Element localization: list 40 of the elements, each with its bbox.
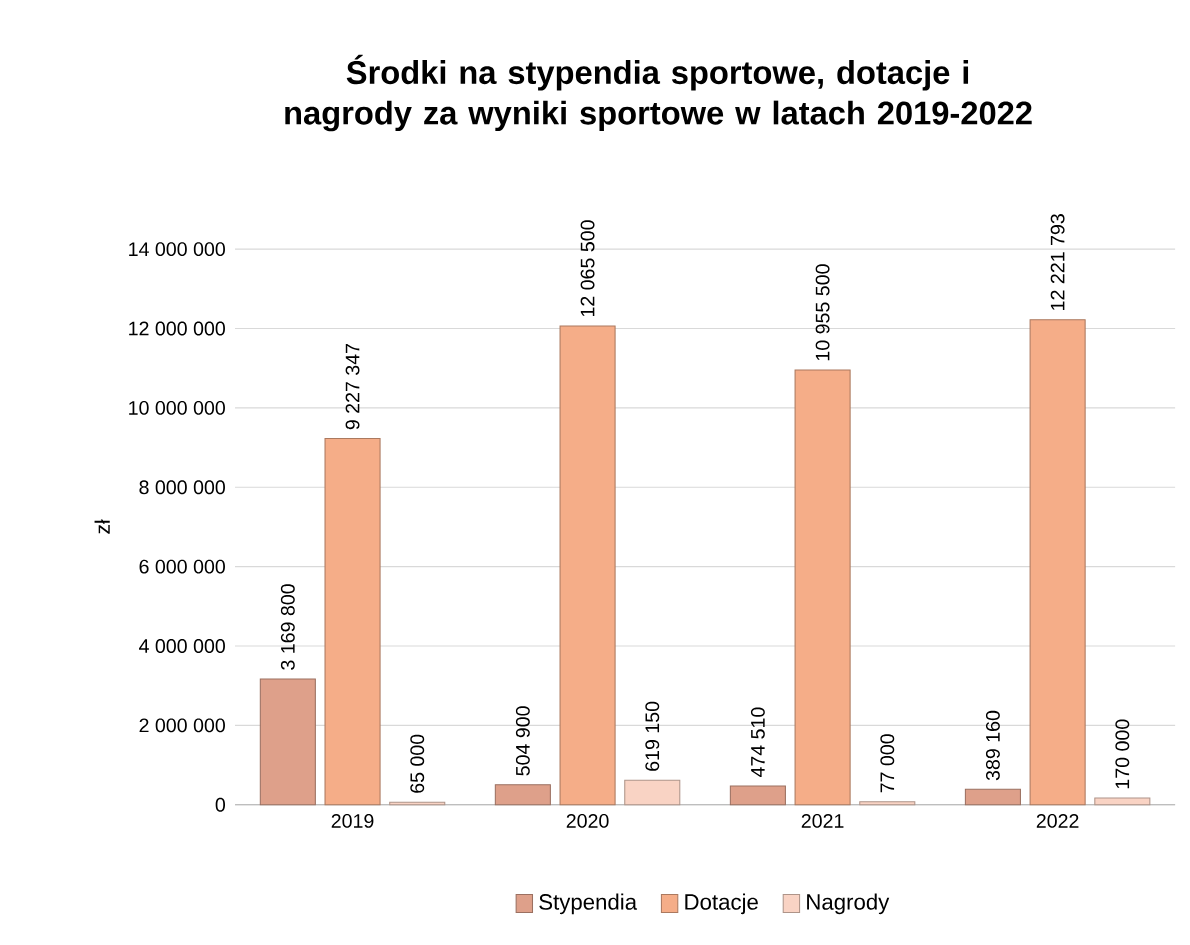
legend-label: Dotacje (685, 893, 758, 915)
data-label: 170 000 (1115, 719, 1130, 789)
chart-title: Środki na stypendia sportowe, dotacje i nagrody za wyniki sportowe w latach 2019-2022 (285, 55, 1032, 132)
data-label: 10 955 500 (815, 264, 830, 361)
bar (1094, 797, 1151, 806)
data-label: 504 900 (515, 706, 530, 776)
data-label: 65 000 (410, 734, 425, 794)
data-label: 9 227 347 (345, 344, 360, 430)
data-label: 12 065 500 (580, 220, 595, 317)
x-tick-label: 2022 (1036, 814, 1079, 829)
bar (859, 801, 916, 806)
x-tick-label: 2020 (566, 814, 609, 829)
y-tick-label: 12 000 000 (129, 321, 225, 336)
data-label: 389 160 (985, 711, 1000, 781)
y-tick-label: 8 000 000 (139, 480, 225, 495)
x-tick-label: 2021 (801, 814, 844, 829)
y-tick-label: 0 (215, 798, 226, 812)
legend-label: Nagrody (807, 893, 890, 915)
y-tick-label: 14 000 000 (129, 242, 225, 257)
x-tick-label: 2019 (331, 814, 374, 829)
y-tick-label: 2 000 000 (139, 718, 225, 733)
legend-label: Stypendia (539, 893, 638, 915)
data-label: 12 221 793 (1050, 214, 1065, 311)
bar (259, 678, 316, 806)
data-label: 77 000 (880, 734, 895, 793)
y-tick-label: 10 000 000 (129, 401, 225, 416)
bar (964, 788, 1021, 806)
bar (494, 784, 551, 806)
bar (794, 369, 851, 806)
data-label: 3 169 800 (280, 584, 295, 671)
y-axis-title: zł (94, 519, 110, 534)
data-label: 474 510 (750, 707, 765, 778)
bar (1029, 319, 1086, 806)
bar (624, 779, 681, 806)
bar (559, 325, 616, 806)
y-tick-label: 6 000 000 (139, 559, 225, 574)
y-tick-label: 4 000 000 (139, 639, 225, 654)
data-label: 619 150 (645, 701, 660, 772)
bar (729, 785, 786, 806)
bar (324, 438, 381, 806)
